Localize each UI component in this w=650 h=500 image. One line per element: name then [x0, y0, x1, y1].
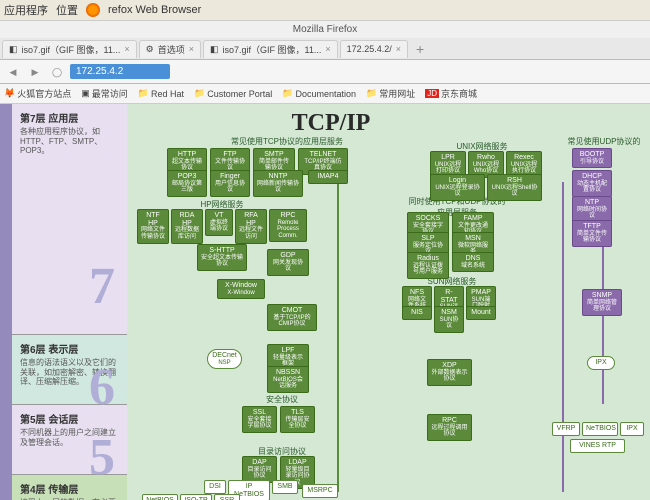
box-ssl: SSL安全套接字层协议 — [242, 406, 277, 433]
globe-icon: ◯ — [48, 63, 66, 81]
box-nsm: NSMSUN协议 — [434, 306, 464, 333]
box-netbios: NetBIOS — [142, 494, 178, 500]
box-nbssn: NBSSNNetBIOS会话服务 — [267, 366, 309, 393]
box-finger: Finger用户信息协议 — [210, 170, 250, 197]
bookmark-item[interactable]: 📁 Customer Portal — [194, 88, 272, 99]
line — [562, 182, 564, 492]
bookmark-item[interactable]: 📁 Red Hat — [138, 88, 184, 99]
tcp-header: 常见使用TCP协议的应用层服务 — [212, 136, 362, 147]
layer7-num: 7 — [20, 266, 123, 308]
box-mount: Mount — [466, 306, 496, 320]
close-icon[interactable]: × — [396, 44, 401, 54]
box-rsh: RSHUNIX远程Shell协议 — [487, 174, 542, 201]
browser-label: refox Web Browser — [108, 4, 201, 16]
box-nntp: NNTP网络新闻传输协议 — [253, 170, 303, 197]
box-ipx: IPX — [587, 356, 615, 370]
box-ntfhp: NTF HP网络文件传输协议 — [137, 209, 169, 244]
close-icon[interactable]: × — [325, 44, 330, 54]
close-icon[interactable]: × — [189, 44, 194, 54]
bookmarks-bar: 🦊 火狐官方站点 ▣ 最常访问 📁 Red Hat 📁 Customer Por… — [0, 84, 650, 104]
box-shttp: S-HTTP安全超文本传输协议 — [197, 244, 247, 271]
layer6-title: 第6层 表示层 — [20, 341, 123, 356]
box-pop3: POP3邮局协议第三版 — [167, 170, 207, 197]
tab-1[interactable]: ⚙ 首选项 × — [139, 40, 201, 58]
box-xwin: X-WindowX-Window — [217, 279, 265, 299]
box-gdp: GDP网关发现协议 — [267, 249, 309, 276]
box-ssr: SSR — [214, 494, 240, 500]
page-content: TCP/IP 第7层 应用层 各种应用程序协议，如HTTP、FTP、SMTP、P… — [0, 104, 650, 500]
box-radius: Radius远程认证拨号用户服务 — [407, 252, 449, 279]
layer7-desc: 各种应用程序协议，如HTTP、FTP、SMTP、POP3。 — [20, 127, 123, 156]
box-rdahp: RDA HP远程数据库访问 — [171, 209, 203, 244]
layer7-title: 第7层 应用层 — [20, 110, 123, 125]
sec-header: 安全协议 — [257, 394, 307, 405]
box-nis: NIS — [402, 306, 432, 320]
box-dsi: DSI — [204, 480, 226, 494]
bookmark-item[interactable]: ▣ 最常访问 — [81, 87, 128, 100]
back-button[interactable]: ◀ — [4, 63, 22, 81]
box-tls: TLS传输层安全协议 — [280, 406, 315, 433]
tab-bar: ◧ iso7.gif（GIF 图像，11... × ⚙ 首选项 × ◧ iso7… — [0, 38, 650, 60]
line — [337, 182, 339, 492]
bookmark-item[interactable]: 📁 Documentation — [282, 88, 356, 99]
box-decnet: DECnetNSP — [207, 349, 242, 369]
box-tftp: TFTP简单文件传输协议 — [572, 220, 612, 247]
window-title: Mozilla Firefox — [0, 20, 650, 38]
box-dap: DAP目录访问协议 — [242, 456, 277, 483]
box-vines: VINES RTP — [570, 439, 625, 453]
box-isotp: ISO-TP — [180, 494, 212, 500]
box-xdp: XDP外部数据表示协议 — [427, 359, 472, 386]
new-tab-button[interactable]: + — [408, 41, 432, 57]
box-vfrp: VFRP — [552, 422, 580, 436]
box-smb: SMB — [272, 480, 298, 494]
box-login: LoginUNIX远程登录协议 — [430, 174, 485, 201]
box-ipx2: IPX — [620, 422, 644, 436]
box-bootp: BOOTP引导协议 — [572, 148, 612, 168]
tab-2[interactable]: ◧ iso7.gif（GIF 图像，11... × — [203, 40, 338, 58]
places-menu[interactable]: 位置 — [56, 2, 78, 18]
tab-3[interactable]: 172.25.4.2/ × — [340, 40, 408, 58]
box-netrpc: NeTBIOS — [582, 422, 618, 436]
box-dns: DNS域名系统 — [452, 252, 494, 272]
box-vt: VT虚拟终端协议 — [205, 209, 233, 236]
box-cmot: CMOT基于TCP/IP的CMIP协议 — [267, 304, 317, 331]
firefox-icon — [86, 3, 100, 17]
apps-menu[interactable]: 应用程序 — [4, 2, 48, 18]
box-snmp: SNMP简单网络管理协议 — [582, 289, 622, 316]
box-ntp: NTP网络时间协议 — [572, 196, 612, 223]
box-rpc2: RPC远程过程调用协议 — [427, 414, 472, 441]
bookmark-item[interactable]: 📁 常用网址 — [366, 87, 415, 100]
box-imap4: IMAP4 — [308, 170, 348, 184]
box-dhcp: DHCP动态主机配置协议 — [572, 170, 612, 197]
bookmark-item[interactable]: 🦊 火狐官方站点 — [4, 87, 71, 100]
close-icon[interactable]: × — [124, 44, 129, 54]
box-rpc: RPCRemote Process Comm. — [269, 209, 307, 242]
box-rfahp: RFA HP远程文件访问 — [235, 209, 267, 244]
tab-0[interactable]: ◧ iso7.gif（GIF 图像，11... × — [2, 40, 137, 58]
bookmark-item[interactable]: JD 京东商城 — [425, 87, 477, 100]
forward-button[interactable]: ▶ — [26, 63, 44, 81]
url-bar[interactable]: 172.25.4.2 — [70, 64, 170, 79]
box-msrpc: MSRPC — [302, 484, 338, 498]
